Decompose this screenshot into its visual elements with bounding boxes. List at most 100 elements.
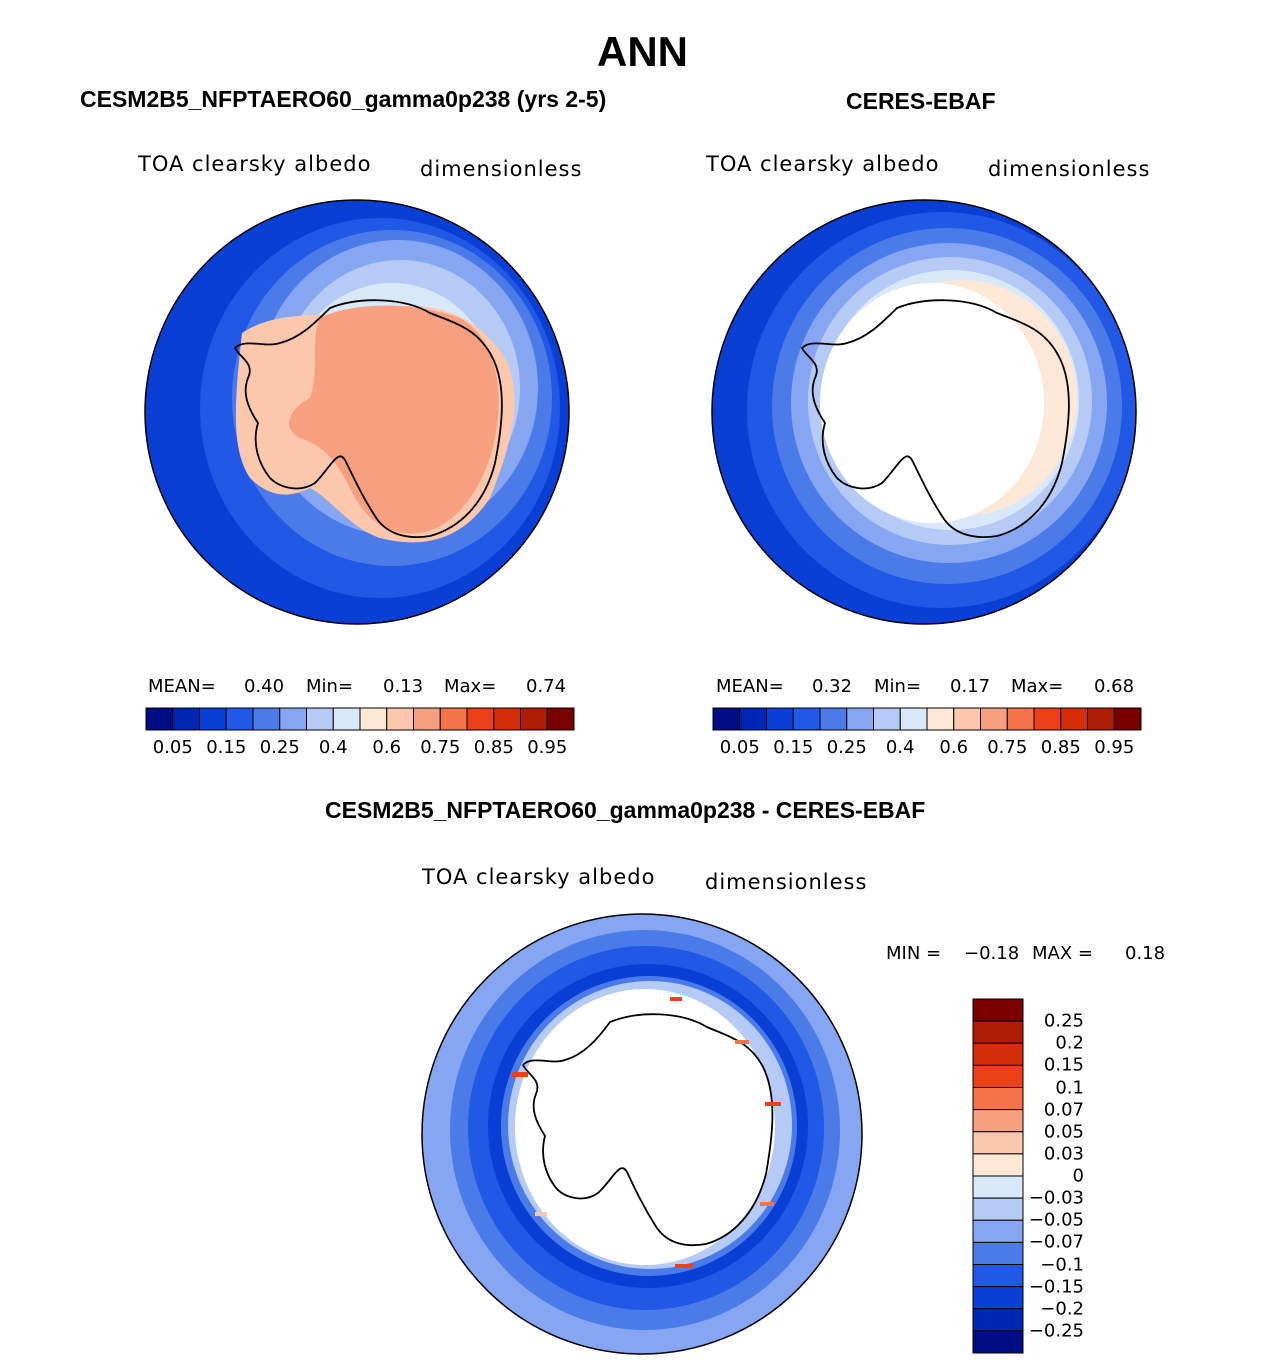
- panel2-colorbar-swatch: [1087, 707, 1115, 731]
- panel2-colorbar-tick-label: 0.75: [987, 737, 1028, 758]
- panel1-colorbar-swatch: [172, 707, 200, 731]
- panel3-colorbar-swatch: [972, 1064, 1024, 1088]
- panel3-colorbar-tick-label: 0.07: [1043, 1099, 1084, 1121]
- panel3-units: dimensionless: [705, 870, 868, 894]
- panel1-min-value: 0.13: [383, 676, 424, 697]
- panel3-colorbar-tick-label: −0.1: [1040, 1254, 1084, 1275]
- panel1-colorbar-swatch: [546, 707, 575, 731]
- panel3-max-label: MAX =: [1032, 943, 1093, 964]
- panel1-coastline: [233, 299, 503, 538]
- panel2-colorbar-swatch: [792, 707, 821, 731]
- panel3-colorbar-tick-label: −0.07: [1028, 1231, 1084, 1253]
- panel3-colorbar-tick-label: 0.03: [1043, 1143, 1084, 1165]
- panel1-colorbar-tick-label: 0.75: [420, 737, 461, 758]
- panel1-ice-sheet-interior: [289, 305, 499, 534]
- panel2-min-label: Min=: [874, 676, 922, 697]
- panel3-colorbar-tick-label: −0.2: [1040, 1298, 1084, 1320]
- panel1-colorbar-tick-label: 0.05: [152, 737, 193, 758]
- panel3-colorbar-tick-label: 0.15: [1043, 1054, 1084, 1076]
- panel1-colorbar-tick-label: 0.6: [372, 737, 402, 758]
- panel3-colorbar-tick-label: 0: [1072, 1165, 1084, 1187]
- panel3-map-border: [421, 913, 863, 1355]
- panel3-colorbar-swatch: [972, 1308, 1024, 1332]
- panel3-colorbar-swatch: [972, 1286, 1024, 1310]
- panel2-map: [711, 199, 1137, 625]
- panel1-colorbar-swatch: [466, 707, 495, 731]
- panel1-units: dimensionless: [420, 157, 583, 181]
- panel1-colorbar-swatch: [359, 707, 388, 731]
- panel1-colorbar-swatch: [413, 707, 441, 731]
- panel2-colorbar-swatch: [712, 707, 741, 731]
- panel2-colorbar-swatch: [980, 707, 1008, 731]
- panel3-colorbar-swatch: [972, 1330, 1024, 1354]
- panel2-missing-data: [820, 283, 1044, 523]
- panel3-colorbar-swatch: [972, 1020, 1024, 1044]
- panel1-mean-label: MEAN=: [148, 676, 216, 697]
- panel2-colorbar-tick-label: 0.85: [1040, 737, 1081, 758]
- panel1-colorbar-swatch: [332, 707, 361, 731]
- panel3-colorbar-swatch: [972, 1264, 1024, 1288]
- panel1-colorbar-ticks: 0.05 0.15 0.25 0.4 0.6 0.75 0.85 0.95: [145, 737, 575, 759]
- panel1-colorbar-swatch: [279, 707, 307, 731]
- panel2-colorbar-tick-label: 0.25: [826, 737, 867, 758]
- panel1-colorbar-tick-label: 0.95: [527, 737, 568, 758]
- panel3-colorbar: [972, 998, 1024, 1354]
- panel2-colorbar-tick-label: 0.05: [719, 737, 760, 758]
- panel3-variable: TOA clearsky albedo: [422, 865, 656, 889]
- panel2-colorbar-swatch: [739, 707, 767, 731]
- panel2-map-border: [711, 199, 1137, 625]
- panel1-colorbar-swatch: [386, 707, 414, 731]
- panel2-colorbar-swatch: [899, 707, 928, 731]
- panel3-colorbar-tick-label: 0.25: [1043, 1010, 1084, 1032]
- panel2-colorbar-swatch: [953, 707, 981, 731]
- panel2-coastline: [800, 299, 1070, 538]
- panel3-colorbar-ticks: 0.25 0.2 0.15 0.1 0.07 0.05 0.03 0 −0.03 −0.05 −0.…: [1024, 998, 1084, 1354]
- panel3-colorbar-swatch: [972, 1219, 1024, 1243]
- panel2-mean-value: 0.32: [812, 676, 853, 697]
- panel2-colorbar-swatch: [926, 707, 955, 731]
- panel2-colorbar-swatch: [846, 707, 874, 731]
- panel2-colorbar-swatch: [1113, 707, 1142, 731]
- panel3-colorbar-swatch: [972, 1197, 1024, 1221]
- panel1-colorbar-swatch: [306, 707, 334, 731]
- panel1-map-border: [144, 199, 570, 625]
- panel2-colorbar: [712, 707, 1142, 731]
- panel2-colorbar-swatch: [766, 707, 794, 731]
- panel3-colorbar-swatch: [972, 1153, 1024, 1177]
- panel1-colorbar-swatch: [493, 707, 521, 731]
- figure-title: ANN: [597, 28, 688, 75]
- panel1-colorbar-tick-label: 0.4: [318, 737, 348, 758]
- panel3-min-value: −0.18: [964, 943, 1020, 964]
- panel2-units: dimensionless: [988, 157, 1151, 181]
- panel1-title: CESM2B5_NFPTAERO60_gamma0p238 (yrs 2-5): [80, 86, 607, 112]
- panel2-title: CERES-EBAF: [846, 88, 996, 114]
- panel3-coastline: [521, 1013, 774, 1247]
- panel1-max-value: 0.74: [526, 676, 567, 697]
- panel3-colorbar-tick-label: −0.03: [1028, 1187, 1084, 1209]
- panel3-max-value: 0.18: [1125, 943, 1166, 964]
- panel1-colorbar-tick-label: 0.25: [259, 737, 300, 758]
- panel1-colorbar: [145, 707, 575, 731]
- panel3-colorbar-swatch: [972, 1241, 1024, 1265]
- panel2-mean-label: MEAN=: [716, 676, 784, 697]
- panel3-colorbar-tick-label: 0.2: [1055, 1032, 1084, 1054]
- panel2-min-value: 0.17: [950, 676, 991, 697]
- panel2-colorbar-tick-label: 0.15: [773, 737, 814, 758]
- panel3-colorbar-swatch: [972, 1087, 1024, 1111]
- panel1-map: [144, 199, 570, 625]
- panel3-colorbar-swatch: [972, 1042, 1024, 1066]
- panel1-colorbar-swatch: [439, 707, 468, 731]
- panel2-colorbar-swatch: [819, 707, 848, 731]
- panel1-colorbar-tick-label: 0.85: [473, 737, 514, 758]
- panel1-colorbar-swatch: [199, 707, 227, 731]
- panel2-colorbar-swatch: [1060, 707, 1088, 731]
- panel3-colorbar-swatch: [972, 1109, 1024, 1133]
- panel3-colorbar-tick-label: 0.1: [1055, 1077, 1084, 1098]
- panel2-colorbar-swatch: [1033, 707, 1062, 731]
- panel1-colorbar-swatch: [225, 707, 254, 731]
- panel3-min-label: MIN =: [886, 943, 942, 964]
- panel2-colorbar-ticks: 0.05 0.15 0.25 0.4 0.6 0.75 0.85 0.95: [712, 737, 1142, 759]
- panel1-min-label: Min=: [306, 676, 354, 697]
- panel2-colorbar-swatch: [1006, 707, 1035, 731]
- panel1-colorbar-swatch: [520, 707, 548, 731]
